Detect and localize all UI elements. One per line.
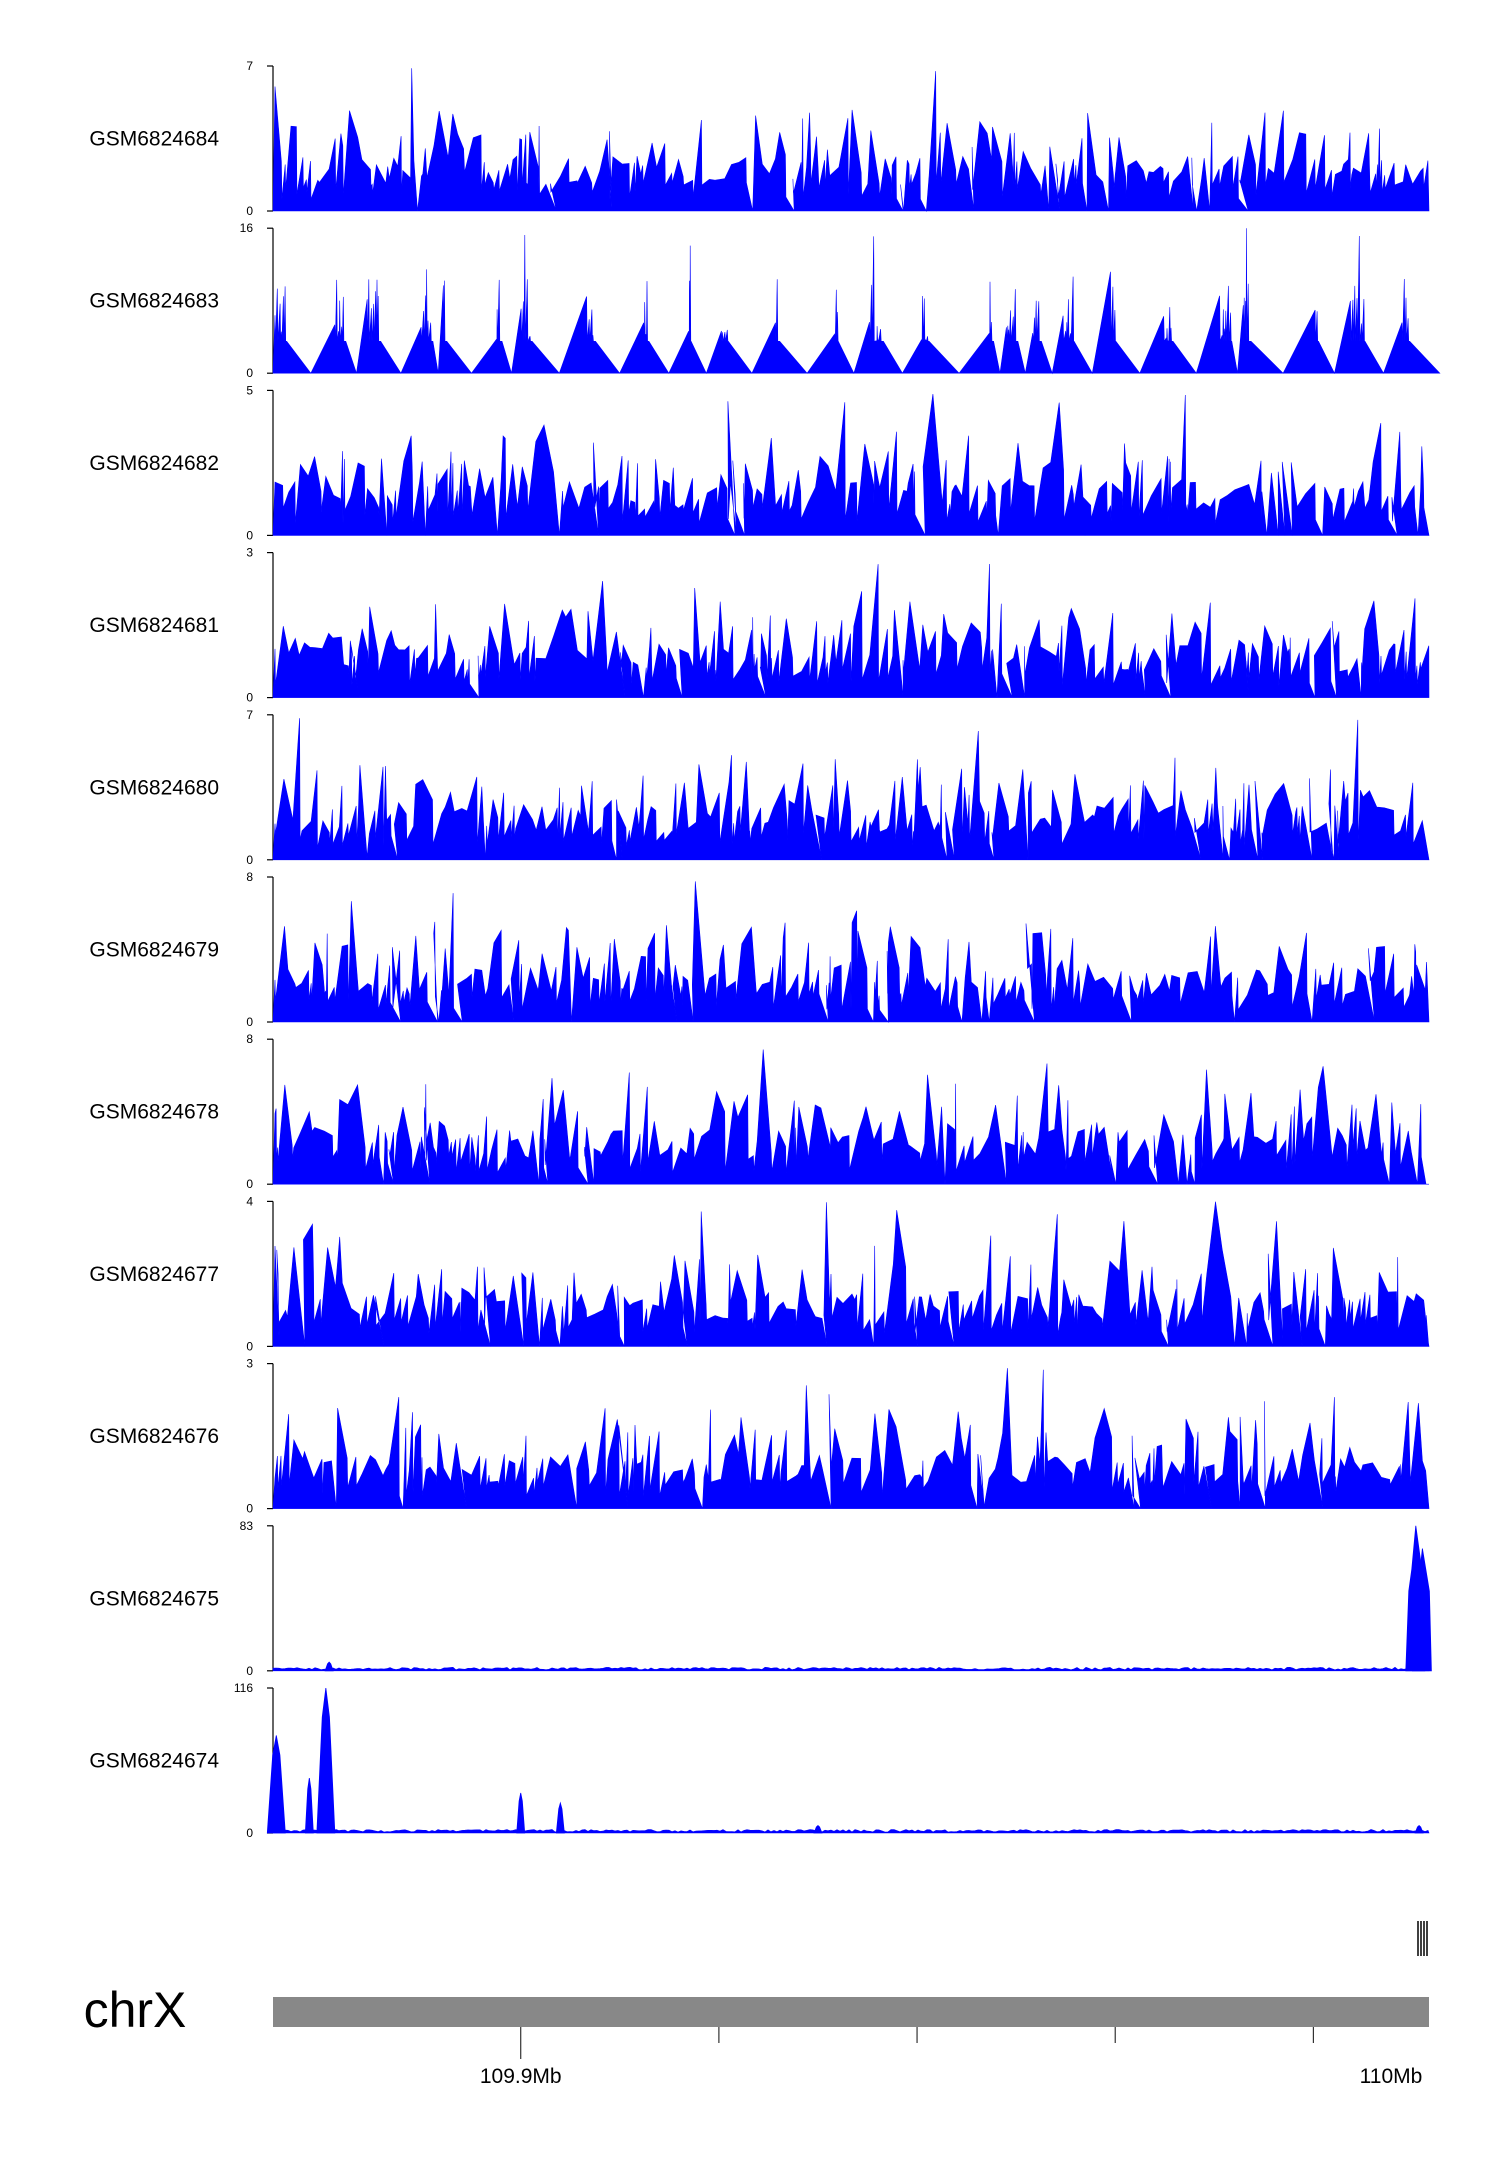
y-axis-min-label: 0 bbox=[246, 1177, 253, 1191]
track-label: GSM6824681 bbox=[89, 614, 219, 637]
signal-peak bbox=[1414, 1824, 1424, 1834]
signal-area bbox=[272, 1049, 1429, 1185]
y-axis-min-label: 0 bbox=[246, 1664, 253, 1678]
track-label: GSM6824675 bbox=[89, 1587, 219, 1610]
track-gsm6824677: GSM6824677 4 0 bbox=[89, 1194, 1430, 1353]
y-axis-min-label: 0 bbox=[246, 1339, 253, 1353]
track-gsm6824682: GSM6824682 5 0 bbox=[89, 383, 1430, 542]
signal-peak bbox=[266, 1735, 286, 1834]
track-gsm6824675: GSM6824675 83 0 bbox=[89, 1519, 1432, 1678]
track-gsm6824681: GSM6824681 3 0 bbox=[89, 546, 1430, 705]
y-axis-max-label: 83 bbox=[240, 1519, 254, 1533]
track-label: GSM6824684 bbox=[89, 128, 219, 151]
track-gsm6824678: GSM6824678 8 0 bbox=[89, 1032, 1429, 1191]
track-gsm6824683: GSM6824683 16 0 bbox=[89, 221, 1441, 380]
track-label: GSM6824676 bbox=[89, 1425, 219, 1448]
signal-area bbox=[272, 393, 1430, 536]
y-axis-min-label: 0 bbox=[246, 1015, 253, 1029]
y-axis-max-label: 4 bbox=[246, 1194, 253, 1208]
track-label: GSM6824679 bbox=[89, 939, 219, 962]
track-label: GSM6824678 bbox=[89, 1101, 219, 1124]
y-axis-min-label: 0 bbox=[246, 853, 253, 867]
genome-axis-label: 109.9Mb bbox=[480, 2065, 562, 2088]
signal-peak bbox=[304, 1777, 314, 1834]
track-gsm6824676: GSM6824676 3 0 bbox=[89, 1357, 1430, 1516]
signal-peak bbox=[516, 1792, 526, 1834]
y-axis-min-label: 0 bbox=[246, 366, 253, 380]
y-axis-max-label: 7 bbox=[246, 708, 253, 722]
y-axis-min-label: 0 bbox=[246, 1502, 253, 1516]
chromosome-label: chrX bbox=[84, 1982, 187, 2038]
y-axis-max-label: 8 bbox=[246, 1032, 253, 1046]
signal-peak bbox=[316, 1687, 336, 1834]
signal-area bbox=[272, 1829, 1430, 1834]
signal-area bbox=[272, 228, 1441, 375]
track-label: GSM6824682 bbox=[89, 452, 219, 475]
signal-area bbox=[272, 881, 1430, 1023]
signal-peak bbox=[324, 1661, 334, 1672]
y-axis-max-label: 3 bbox=[246, 546, 253, 560]
genome-axis-label: 110Mb bbox=[1360, 2065, 1423, 2088]
y-axis-max-label: 7 bbox=[246, 59, 253, 73]
y-axis-max-label: 3 bbox=[246, 1357, 253, 1371]
track-label: GSM6824683 bbox=[89, 290, 219, 313]
signal-area bbox=[272, 1201, 1430, 1347]
gene-annotation-marks bbox=[1417, 1921, 1428, 1956]
y-axis-min-label: 0 bbox=[246, 528, 253, 542]
signal-peak bbox=[555, 1801, 565, 1834]
signal-area bbox=[272, 68, 1430, 213]
chromosome-bar bbox=[273, 1997, 1429, 2027]
signal-tracks: GSM682468470GSM6824683160GSM682468250GSM… bbox=[89, 59, 1441, 1840]
y-axis-max-label: 8 bbox=[246, 870, 253, 884]
track-gsm6824680: GSM6824680 7 0 bbox=[89, 708, 1430, 867]
y-axis-max-label: 16 bbox=[240, 221, 254, 235]
y-axis-min-label: 0 bbox=[246, 691, 253, 705]
signal-area bbox=[272, 718, 1430, 861]
signal-peak bbox=[813, 1824, 823, 1834]
chromosome-ideogram: chrX 109.9Mb 110Mb bbox=[84, 1982, 1429, 2088]
track-label: GSM6824680 bbox=[89, 776, 219, 799]
signal-area bbox=[272, 1666, 1430, 1672]
signal-area bbox=[272, 1368, 1430, 1509]
signal-area bbox=[272, 563, 1430, 699]
y-axis-max-label: 5 bbox=[246, 383, 253, 397]
y-axis-min-label: 0 bbox=[246, 1826, 253, 1840]
track-label: GSM6824674 bbox=[89, 1750, 219, 1773]
track-gsm6824674: GSM6824674 116 0 bbox=[89, 1681, 1430, 1840]
track-gsm6824679: GSM6824679 8 0 bbox=[89, 870, 1430, 1029]
track-gsm6824684: GSM6824684 7 0 bbox=[89, 59, 1430, 218]
y-axis-max-label: 116 bbox=[234, 1681, 253, 1695]
track-label: GSM6824677 bbox=[89, 1263, 219, 1286]
y-axis-min-label: 0 bbox=[246, 204, 253, 218]
signal-peak bbox=[1411, 1548, 1432, 1672]
